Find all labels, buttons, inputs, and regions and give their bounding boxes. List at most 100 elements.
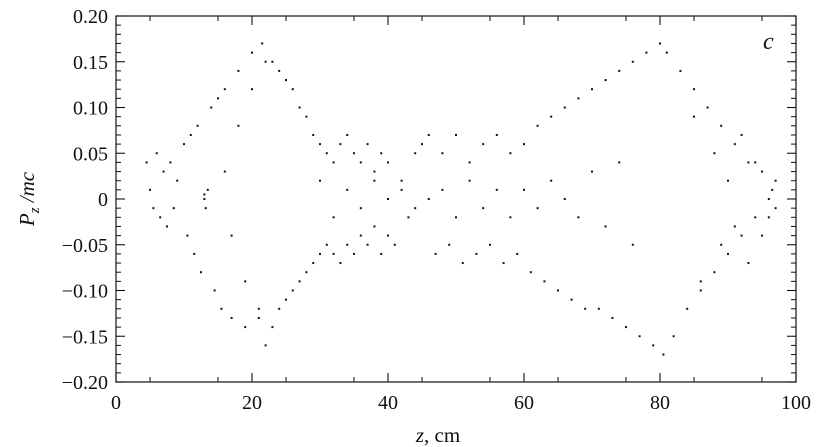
data-point bbox=[557, 289, 559, 292]
data-point bbox=[172, 207, 175, 210]
y-tick-label: 0.15 bbox=[73, 52, 108, 74]
y-tick-label: 0.20 bbox=[73, 6, 108, 28]
data-point bbox=[285, 298, 287, 301]
data-point bbox=[489, 243, 491, 246]
data-point bbox=[332, 252, 335, 255]
data-point bbox=[217, 97, 219, 100]
x-tick-label: 100 bbox=[781, 392, 811, 414]
data-point bbox=[482, 143, 485, 146]
data-point bbox=[652, 344, 655, 347]
data-point bbox=[747, 262, 750, 265]
data-point bbox=[706, 106, 709, 109]
data-point bbox=[631, 243, 634, 246]
data-point bbox=[366, 243, 369, 246]
data-point bbox=[631, 60, 634, 63]
data-point bbox=[509, 152, 512, 155]
data-point bbox=[373, 170, 376, 173]
data-point bbox=[359, 234, 362, 237]
data-point bbox=[189, 133, 192, 136]
data-point bbox=[727, 252, 729, 255]
data-point bbox=[434, 252, 437, 255]
data-point bbox=[155, 152, 158, 155]
data-point bbox=[298, 106, 301, 109]
data-point bbox=[257, 307, 260, 310]
data-point bbox=[305, 115, 308, 118]
data-point bbox=[159, 216, 162, 219]
data-point bbox=[427, 198, 430, 200]
data-point bbox=[502, 262, 505, 265]
data-point bbox=[291, 289, 294, 292]
data-point bbox=[455, 133, 457, 136]
data-point bbox=[359, 161, 362, 164]
data-point bbox=[393, 243, 396, 246]
data-point bbox=[645, 51, 648, 54]
data-point bbox=[550, 179, 553, 182]
data-point bbox=[523, 188, 525, 191]
y-tick-label: 0.10 bbox=[73, 98, 108, 120]
data-point bbox=[339, 143, 342, 146]
data-point bbox=[618, 161, 621, 164]
data-point bbox=[455, 216, 457, 219]
x-tick-label: 40 bbox=[378, 392, 398, 414]
data-point bbox=[563, 106, 566, 109]
data-point bbox=[740, 133, 743, 136]
data-point bbox=[421, 143, 423, 146]
data-point bbox=[482, 207, 485, 210]
data-point bbox=[659, 42, 661, 45]
data-point bbox=[196, 124, 199, 127]
data-point bbox=[271, 60, 274, 63]
data-point bbox=[353, 152, 355, 155]
data-point bbox=[213, 289, 216, 292]
data-point bbox=[200, 271, 202, 274]
data-point bbox=[611, 316, 614, 319]
data-point bbox=[373, 179, 376, 182]
data-point bbox=[366, 143, 369, 146]
data-point bbox=[332, 216, 335, 219]
data-point bbox=[298, 280, 301, 283]
data-point bbox=[353, 252, 355, 255]
data-point bbox=[325, 243, 328, 246]
data-point bbox=[523, 143, 525, 146]
data-point bbox=[543, 280, 546, 283]
data-point bbox=[733, 143, 736, 146]
data-point bbox=[468, 179, 471, 182]
data-point bbox=[686, 307, 689, 310]
data-point bbox=[339, 262, 342, 265]
data-point bbox=[495, 188, 498, 191]
data-point bbox=[414, 207, 417, 210]
data-point bbox=[536, 124, 539, 127]
data-point bbox=[244, 280, 247, 283]
data-point bbox=[332, 161, 335, 164]
data-point bbox=[774, 179, 777, 182]
data-point bbox=[319, 252, 321, 255]
data-point bbox=[754, 161, 757, 164]
data-point bbox=[597, 307, 600, 310]
data-point bbox=[346, 188, 349, 191]
y-axis-rest: /mc bbox=[15, 171, 39, 207]
data-point bbox=[193, 252, 196, 255]
data-point bbox=[176, 179, 179, 182]
data-point bbox=[591, 88, 593, 91]
data-point bbox=[223, 170, 226, 173]
data-point bbox=[720, 243, 723, 246]
data-point bbox=[291, 88, 294, 91]
data-point bbox=[400, 188, 403, 191]
data-point bbox=[257, 316, 260, 319]
data-point bbox=[679, 69, 682, 72]
data-points bbox=[145, 42, 777, 356]
data-point bbox=[591, 170, 593, 173]
data-point bbox=[570, 298, 573, 301]
data-point bbox=[441, 188, 444, 191]
data-point bbox=[271, 326, 274, 329]
data-point bbox=[183, 143, 185, 146]
data-point bbox=[169, 161, 172, 164]
data-point bbox=[509, 216, 512, 219]
data-point bbox=[468, 161, 471, 164]
y-axis-var: P bbox=[15, 213, 39, 227]
data-point bbox=[665, 51, 668, 54]
data-point bbox=[145, 161, 148, 164]
y-axis-sub: z bbox=[27, 207, 43, 214]
data-point bbox=[261, 42, 264, 45]
data-point bbox=[204, 207, 207, 210]
